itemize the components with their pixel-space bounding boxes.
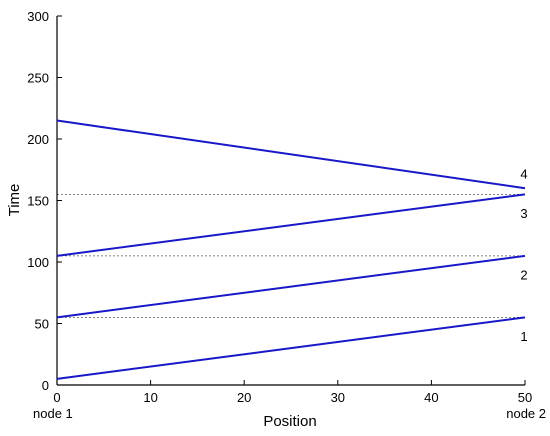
annotation-4: 4 bbox=[520, 166, 527, 181]
x-tick-label-40: 40 bbox=[424, 390, 438, 405]
node-label-2: node 2 bbox=[506, 406, 546, 421]
y-tick-label-300: 300 bbox=[27, 9, 49, 24]
y-tick-label-50: 50 bbox=[35, 317, 49, 332]
x-tick-label-0: 0 bbox=[53, 390, 60, 405]
annotation-2: 2 bbox=[520, 267, 527, 282]
y-axis-title: Time bbox=[6, 184, 23, 217]
annotation-3: 3 bbox=[520, 206, 527, 221]
node-label-1: node 1 bbox=[33, 406, 73, 421]
y-tick-label-0: 0 bbox=[42, 378, 49, 393]
annotation-1: 1 bbox=[520, 329, 527, 344]
series-line-3 bbox=[56, 193, 526, 257]
x-tick-label-30: 30 bbox=[331, 390, 345, 405]
series-line-1 bbox=[56, 316, 526, 380]
x-tick-label-20: 20 bbox=[237, 390, 251, 405]
y-tick-label-250: 250 bbox=[27, 71, 49, 86]
y-tick-label-150: 150 bbox=[27, 194, 49, 209]
x-tick-label-50: 50 bbox=[518, 390, 532, 405]
x-tick-label-10: 10 bbox=[143, 390, 157, 405]
series-line-4 bbox=[56, 119, 526, 190]
y-tick-label-100: 100 bbox=[27, 255, 49, 270]
y-tick-label-200: 200 bbox=[27, 132, 49, 147]
series-line-2 bbox=[56, 254, 526, 319]
plot-area: 0 50 100 150 200 250 300 0 10 20 30 40 50 node 1 node … bbox=[27, 9, 546, 421]
x-axis-title: Position bbox=[263, 413, 316, 430]
